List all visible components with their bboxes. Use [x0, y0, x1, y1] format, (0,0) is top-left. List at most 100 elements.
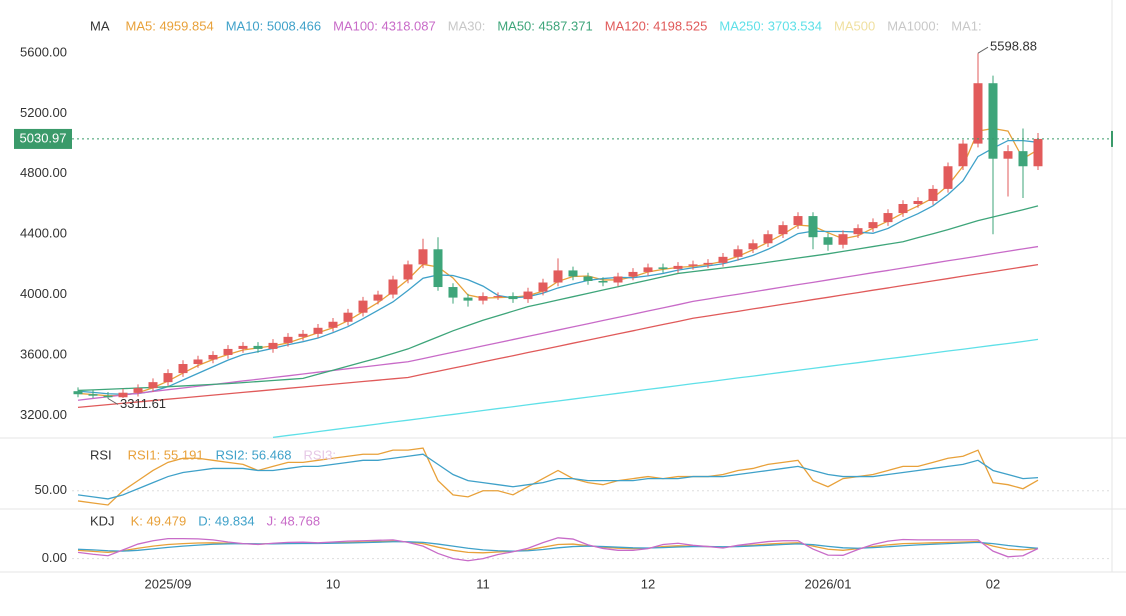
- candle-body: [928, 188, 938, 201]
- panel-title: RSI: [90, 447, 112, 462]
- candle-body: [523, 291, 533, 300]
- series-line: [77, 263, 1039, 408]
- candle-body: [358, 300, 368, 313]
- candle-body: [118, 392, 128, 398]
- legend-entry: D: 49.834: [198, 513, 254, 528]
- candle-body: [298, 333, 308, 337]
- candle-body: [883, 213, 893, 223]
- candle-body: [148, 382, 158, 389]
- low-leader: [107, 398, 119, 405]
- legend-entry: RSI2: 56.468: [216, 447, 292, 462]
- candle-body: [1018, 151, 1028, 167]
- candle-body: [103, 395, 113, 398]
- series-line: [77, 245, 1039, 401]
- candle-body: [88, 394, 98, 396]
- candle-body: [343, 312, 353, 322]
- candle-body: [628, 271, 638, 277]
- candle-body: [823, 237, 833, 245]
- x-tick-label: 10: [326, 576, 340, 591]
- candle-body: [733, 249, 743, 257]
- candle-body: [943, 166, 953, 189]
- low-label: 3311.61: [120, 396, 166, 411]
- legend-entry: MA30:: [448, 18, 486, 33]
- legend-entry: MA10: 5008.466: [226, 18, 321, 33]
- candle-body: [328, 321, 338, 328]
- candle-body: [643, 267, 653, 272]
- y-tick-label: 5200.00: [20, 105, 67, 120]
- y-tick-label: 5600.00: [20, 44, 67, 59]
- candle-body: [223, 348, 233, 355]
- candle-body: [208, 354, 218, 360]
- legend-entry: MA100: 4318.087: [333, 18, 436, 33]
- legend-entry: MA1000:: [887, 18, 939, 33]
- y-tick-label: 3200.00: [20, 407, 67, 422]
- candle-body: [238, 345, 248, 349]
- candle-body: [313, 327, 323, 334]
- candle-body: [268, 342, 278, 349]
- candle-body: [508, 296, 518, 300]
- candle-body: [583, 276, 593, 281]
- candle-body: [388, 279, 398, 295]
- candle-body: [1003, 151, 1013, 159]
- candle-body: [898, 203, 908, 214]
- candle-body: [913, 200, 923, 204]
- last-price-label: 5030.97: [20, 130, 67, 145]
- candle-body: [658, 267, 668, 269]
- series-line: [77, 453, 1039, 500]
- candle-body: [958, 143, 968, 167]
- x-tick-label: 11: [476, 576, 490, 591]
- y-tick-label: 4400.00: [20, 226, 67, 241]
- y-tick-label: 0.00: [42, 550, 67, 565]
- candle-body: [493, 296, 503, 298]
- candle-body: [808, 216, 818, 238]
- legend-entry: RSI3:: [303, 447, 336, 462]
- x-tick-label: 12: [641, 576, 655, 591]
- candle-body: [853, 228, 863, 235]
- candle-body: [538, 282, 548, 292]
- candle-body: [403, 264, 413, 280]
- series-line: [77, 139, 1039, 395]
- series-line: [272, 338, 1039, 439]
- panel-title: MA: [90, 18, 110, 33]
- series-line: [77, 447, 1039, 506]
- candle-body: [868, 222, 878, 229]
- legend-entry: MA120: 4198.525: [605, 18, 708, 33]
- candle-body: [253, 345, 263, 349]
- legend-entry: MA5: 4959.854: [126, 18, 214, 33]
- candle-body: [688, 264, 698, 266]
- candle-body: [793, 216, 803, 226]
- candle-body: [373, 294, 383, 301]
- candle-body: [463, 297, 473, 301]
- candle-body: [433, 249, 443, 288]
- candle-body: [778, 225, 788, 235]
- last-price-tag: [14, 128, 72, 149]
- candle-body: [1033, 138, 1043, 167]
- y-tick-label: 4000.00: [20, 286, 67, 301]
- x-tick-label: 02: [986, 576, 1000, 591]
- candle-body: [418, 249, 428, 265]
- candle-body: [598, 280, 608, 283]
- series-line: [77, 205, 1039, 392]
- candle-body: [748, 243, 758, 250]
- x-tick-label: 2026/01: [805, 576, 852, 591]
- x-tick-label: 2025/09: [145, 576, 192, 591]
- candle-body: [163, 373, 173, 383]
- candle-body: [838, 234, 848, 245]
- legend-entry: K: 49.479: [131, 513, 187, 528]
- candle-body: [988, 83, 998, 159]
- candle-body: [448, 287, 458, 298]
- candle-body: [973, 83, 983, 144]
- legend-entry: MA50: 4587.371: [497, 18, 592, 33]
- legend-entry: J: 48.768: [267, 513, 321, 528]
- candle-body: [193, 359, 203, 365]
- candle-body: [613, 276, 623, 283]
- y-tick-label: 4800.00: [20, 165, 67, 180]
- candle-body: [73, 391, 83, 395]
- panel-title: KDJ: [90, 513, 115, 528]
- candle-body: [703, 262, 713, 265]
- legend-entry: RSI1: 55.191: [128, 447, 204, 462]
- candle-body: [283, 336, 293, 343]
